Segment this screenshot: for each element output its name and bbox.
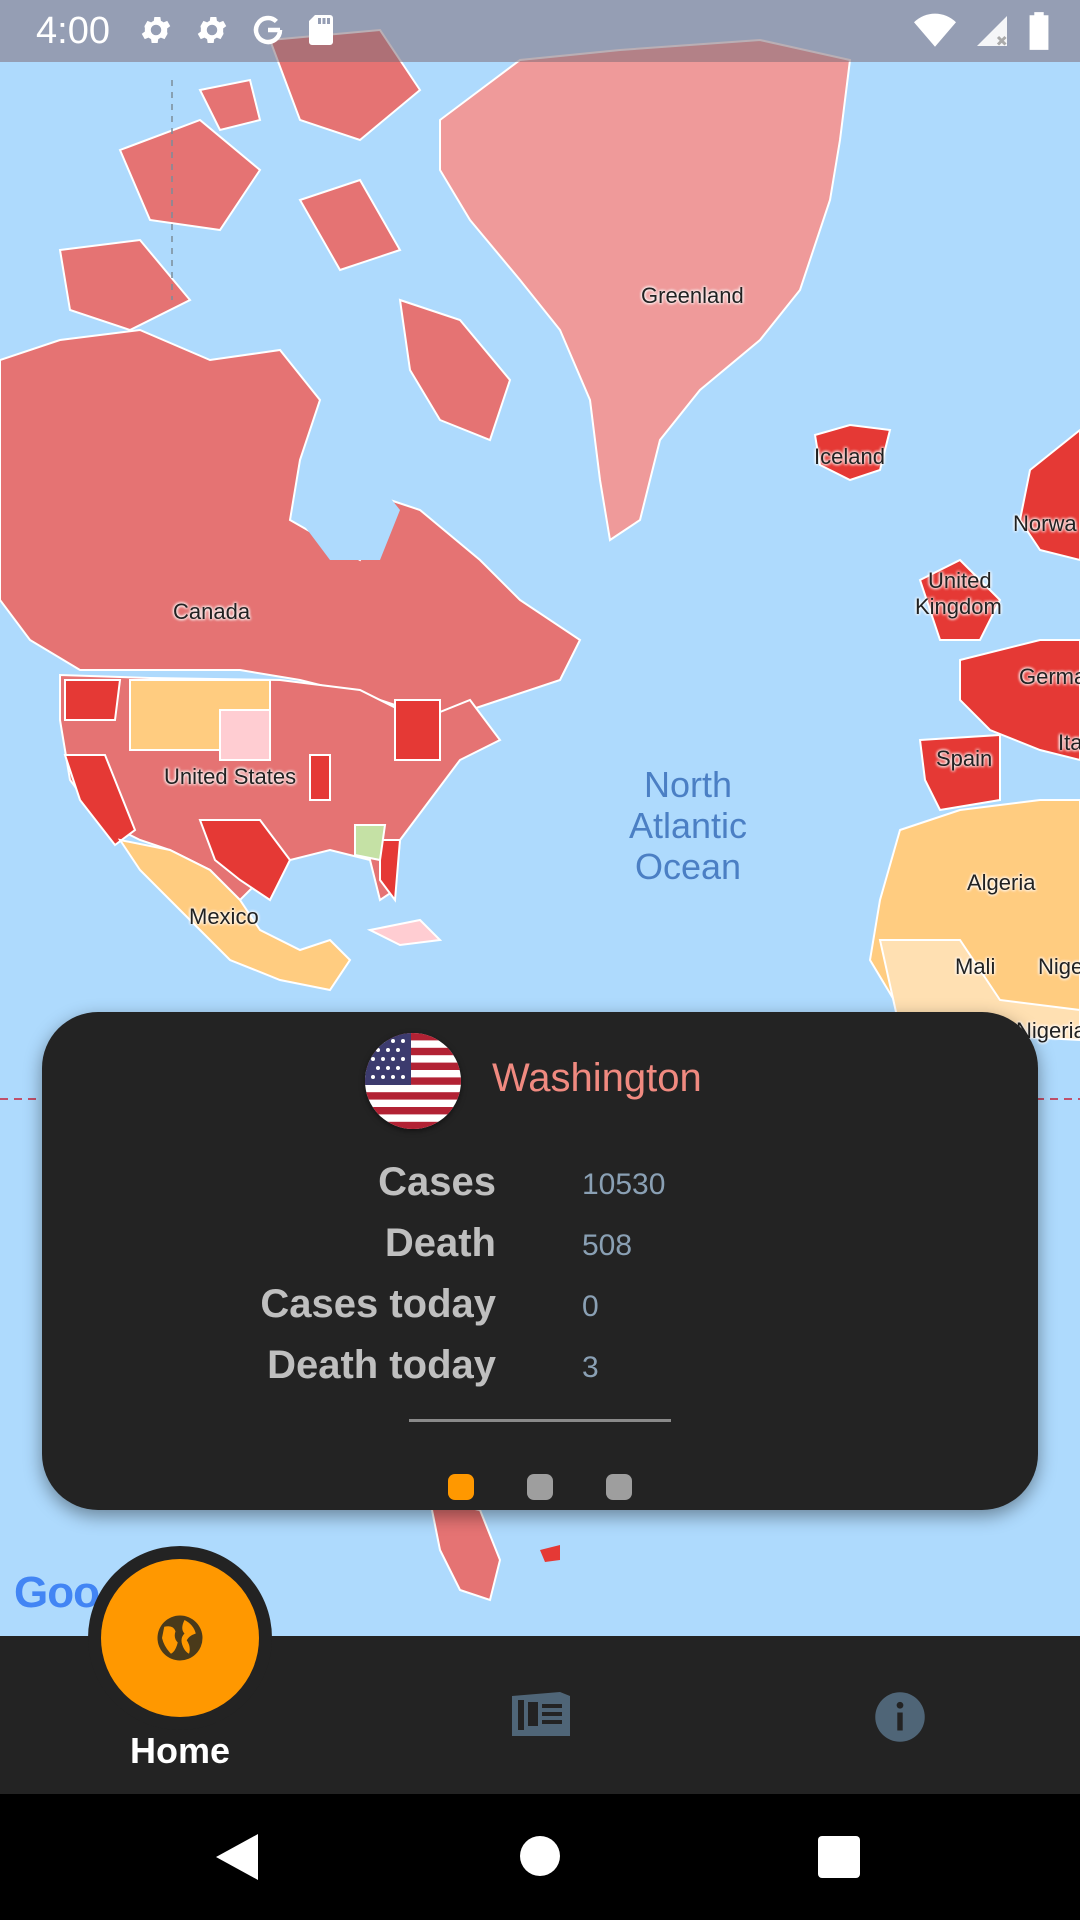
- map-label-iceland: Iceland: [814, 444, 885, 469]
- map-label-canada: Canada: [173, 599, 251, 624]
- home-button[interactable]: [518, 1834, 562, 1883]
- page-indicator-dot-1[interactable]: [448, 1474, 474, 1500]
- us-flag-graphic: [365, 1033, 461, 1129]
- stat-value-death: 508: [582, 1229, 633, 1262]
- recents-icon: [818, 1836, 860, 1878]
- stat-label-death-today: Death today: [267, 1343, 496, 1387]
- map-label-uk-line1: United: [928, 568, 992, 593]
- page-indicator-dot-2[interactable]: [527, 1474, 553, 1500]
- signal-icon: [977, 16, 1007, 46]
- recents-button[interactable]: [818, 1836, 860, 1883]
- stat-label-cases: Cases: [378, 1160, 496, 1204]
- back-icon: [216, 1834, 258, 1880]
- map-label-greenland: Greenland: [641, 283, 744, 308]
- google-icon: [253, 15, 283, 45]
- stat-value-cases-today: 0: [582, 1290, 599, 1323]
- map-label-uk-line2: Kingdom: [915, 594, 1002, 619]
- back-button[interactable]: [216, 1834, 258, 1885]
- map-label-germany: Germa: [1019, 664, 1080, 689]
- google-logo: Goo: [14, 1568, 100, 1618]
- stat-value-cases: 10530: [582, 1168, 666, 1201]
- state-name: Washington: [492, 1056, 702, 1100]
- home-icon: [520, 1836, 560, 1876]
- stat-label-death: Death: [384, 1221, 496, 1265]
- page-indicator-dot-3[interactable]: [606, 1474, 632, 1500]
- map-label-united-states: United States: [164, 764, 297, 789]
- google-logo-text: Goo: [14, 1568, 100, 1617]
- stat-value-death-today: 3: [582, 1351, 599, 1384]
- battery-icon: [1029, 12, 1049, 50]
- wifi-icon: [914, 13, 956, 47]
- sd-card-icon: [309, 15, 333, 45]
- status-icons-left: [138, 12, 336, 48]
- status-icons-right: [914, 12, 1050, 50]
- home-tab-button[interactable]: [101, 1559, 259, 1717]
- news-icon: [512, 1692, 570, 1736]
- stat-label-cases-today: Cases today: [260, 1282, 496, 1326]
- home-tab-label[interactable]: Home: [129, 1730, 231, 1771]
- map-label-mali: Mali: [955, 954, 996, 979]
- news-tab[interactable]: [512, 1692, 570, 1741]
- map-label-algeria: Algeria: [967, 870, 1036, 895]
- ocean-label-line1: North: [643, 764, 733, 805]
- ocean-label-line2: Atlantic: [628, 805, 748, 846]
- map-label-mexico: Mexico: [189, 904, 259, 929]
- gear-icon: [197, 16, 227, 44]
- map-label-norway: Norwa: [1013, 511, 1077, 536]
- map-label-spain: Spain: [936, 746, 993, 771]
- info-icon: [875, 1692, 925, 1742]
- ocean-label-line3: Ocean: [634, 846, 742, 887]
- status-time: 4:00: [36, 10, 110, 52]
- status-bar: 4:00: [0, 0, 1080, 62]
- us-flag-icon: [365, 1033, 461, 1129]
- globe-icon: [157, 1615, 203, 1661]
- gear-icon: [141, 16, 171, 44]
- map-label-niger: Nige: [1038, 954, 1080, 979]
- info-tab[interactable]: [873, 1690, 927, 1749]
- map-label-ocean: North Atlantic Ocean: [620, 764, 756, 887]
- map-label-italy: Ita: [1058, 730, 1080, 755]
- state-info-card[interactable]: Washington Cases 10530 Death 508 Cases t…: [42, 1012, 1038, 1510]
- system-navigation-bar: [0, 1794, 1080, 1920]
- card-divider: [409, 1419, 671, 1422]
